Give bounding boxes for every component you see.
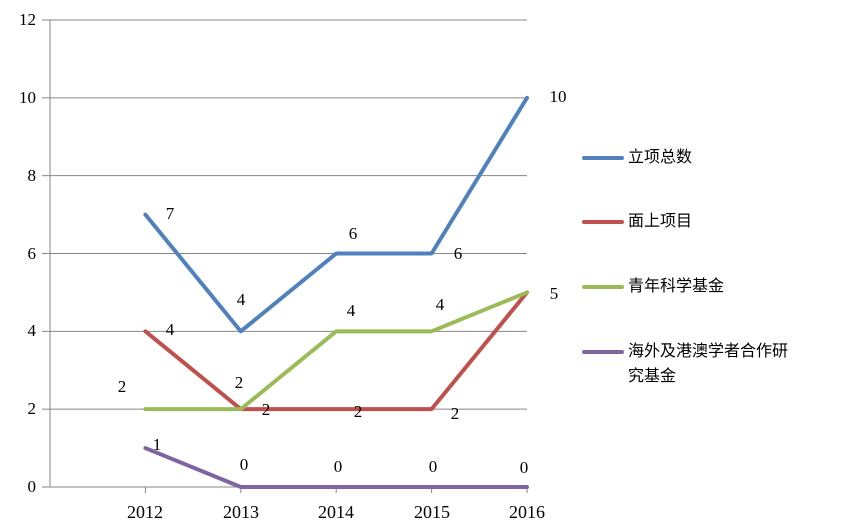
y-tick-label: 8 xyxy=(27,166,37,185)
y-tick-label: 0 xyxy=(27,477,37,496)
x-tick-label: 2013 xyxy=(223,502,259,522)
x-tick-label: 2014 xyxy=(318,502,354,522)
data-label-s0-2012: 7 xyxy=(165,204,175,223)
y-tick-label: 10 xyxy=(19,88,36,107)
legend-swatch-3 xyxy=(582,350,624,354)
series-line-2 xyxy=(143,290,529,412)
data-label-s0-2016: 10 xyxy=(549,87,567,106)
data-label-s3-2014: 0 xyxy=(333,457,343,476)
data-label-s3-2013: 0 xyxy=(239,455,249,474)
data-label-s2-2013: 2 xyxy=(234,373,244,392)
legend-label-1: 面上项目 xyxy=(628,213,693,230)
y-tick-label: 2 xyxy=(27,399,37,418)
y-tick-label: 4 xyxy=(27,321,37,340)
legend-label-2: 青年科学基金 xyxy=(628,278,725,295)
data-label-s1-2014: 2 xyxy=(353,402,363,421)
series-line-1 xyxy=(143,290,529,412)
data-label-s1-2013: 2 xyxy=(261,400,271,419)
data-label-s3-2015: 0 xyxy=(428,457,438,476)
legend-label-0: 立项总数 xyxy=(628,149,693,166)
legend-item-3: 海外及港澳学者合作研究基金 xyxy=(582,339,800,389)
series-line-3 xyxy=(143,446,529,489)
legend: 立项总数 面上项目 青年科学基金 海外及港澳学者合作研究基金 xyxy=(582,0,857,531)
y-tick-label: 6 xyxy=(27,244,37,263)
x-tick-label: 2015 xyxy=(414,502,450,522)
legend-swatch-2 xyxy=(582,285,624,289)
data-label-s3-2016: 0 xyxy=(519,458,529,477)
data-label-s2-2012: 2 xyxy=(117,377,127,396)
data-label-s1-2016: 5 xyxy=(549,284,559,303)
series-line-0 xyxy=(143,95,529,334)
data-label-s1-2012: 4 xyxy=(165,320,175,339)
data-label-s0-2013: 4 xyxy=(236,290,246,309)
data-label-s0-2014: 6 xyxy=(348,224,358,243)
legend-swatch-0 xyxy=(582,156,624,160)
data-label-s3-2012: 1 xyxy=(152,435,162,454)
legend-label-3: 海外及港澳学者合作研究基金 xyxy=(628,343,789,385)
data-label-s1-2015: 2 xyxy=(450,404,460,423)
legend-swatch-1 xyxy=(582,220,624,224)
x-tick-label: 2012 xyxy=(127,502,163,522)
data-label-s2-2015: 4 xyxy=(435,295,445,314)
legend-item-0: 立项总数 xyxy=(582,145,800,170)
y-tick-label: 12 xyxy=(19,10,36,29)
data-label-s0-2015: 6 xyxy=(453,244,463,263)
legend-item-2: 青年科学基金 xyxy=(582,274,800,299)
legend-item-1: 面上项目 xyxy=(582,209,800,234)
data-label-s2-2014: 4 xyxy=(346,301,356,320)
x-tick-label: 2016 xyxy=(509,502,545,522)
